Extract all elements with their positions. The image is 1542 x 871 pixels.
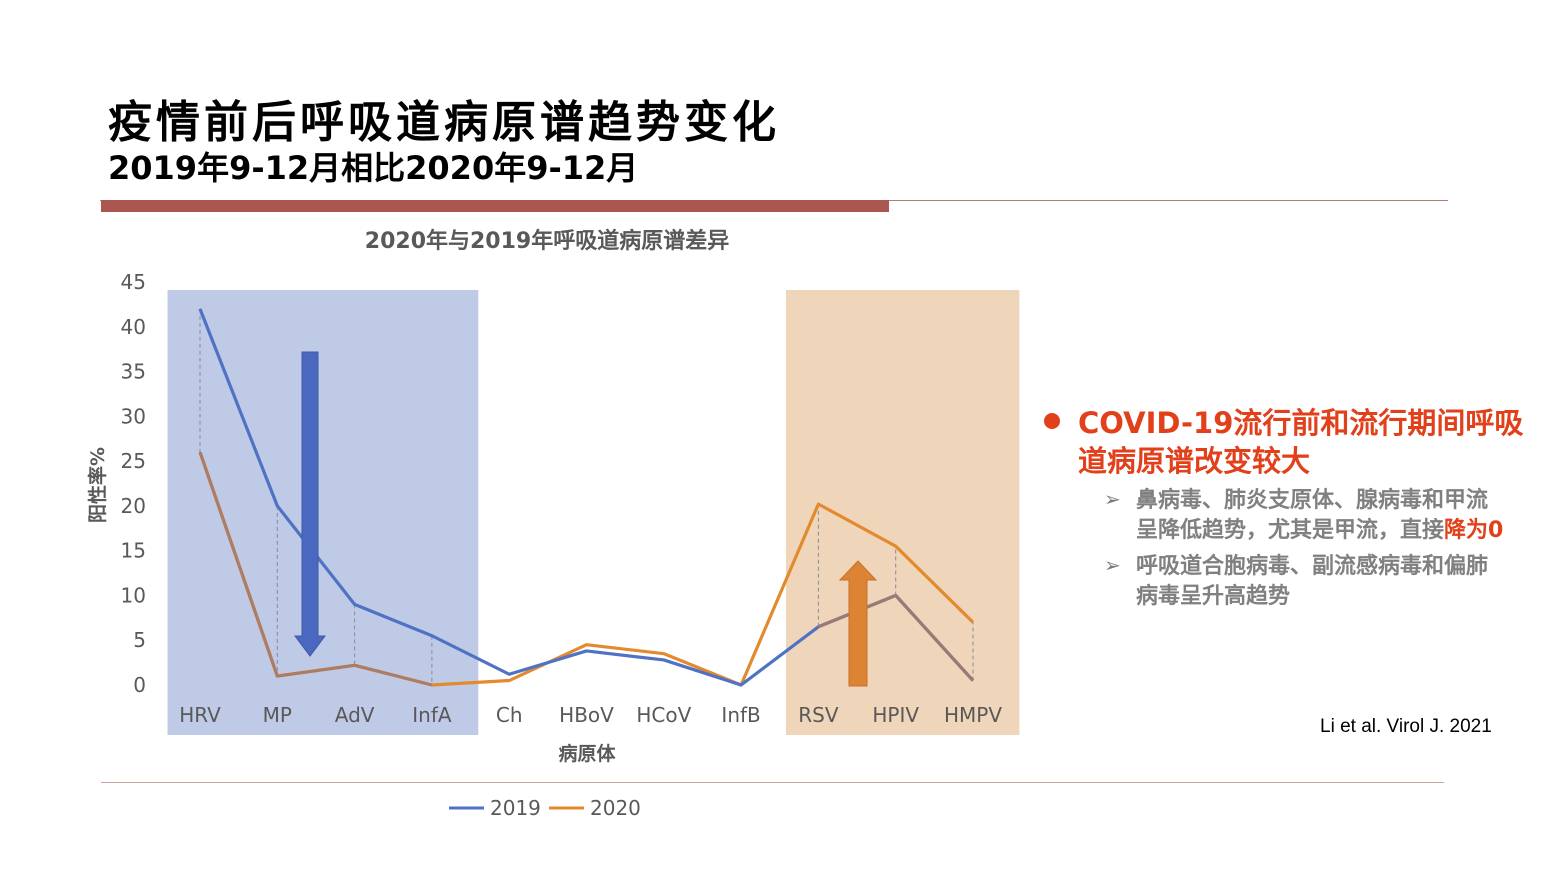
callout-item-decrease: ➢ 鼻病毒、肺炎支原体、腺病毒和甲流呈降低趋势，尤其是甲流，直接降为0 bbox=[1104, 486, 1504, 546]
y-axis-label: 阳性率% bbox=[86, 447, 109, 523]
x-tick-label: RSV bbox=[798, 703, 839, 727]
chart-bottom-rule bbox=[101, 782, 1444, 783]
arrow-bullet-icon: ➢ bbox=[1104, 487, 1121, 511]
y-axis: 0 5 10 15 20 25 30 35 40 45 bbox=[121, 270, 146, 697]
arrow-bullet-icon: ➢ bbox=[1104, 553, 1121, 577]
callout: COVID-19流行前和流行期间呼吸道病原谱改变较大 ➢ 鼻病毒、肺炎支原体、腺… bbox=[1044, 404, 1524, 612]
x-tick-label: Ch bbox=[496, 703, 523, 727]
y-tick-label: 45 bbox=[121, 270, 146, 294]
y-tick-label: 40 bbox=[121, 315, 146, 339]
callout-item-body: 呼吸道合胞病毒、副流感病毒和偏肺病毒呈升高趋势 bbox=[1136, 554, 1488, 609]
y-tick-label: 20 bbox=[121, 494, 146, 518]
callout-item-body: 鼻病毒、肺炎支原体、腺病毒和甲流呈降低趋势，尤其是甲流，直接 bbox=[1136, 488, 1488, 543]
y-tick-label: 10 bbox=[121, 583, 146, 607]
callout-item-text: 呼吸道合胞病毒、副流感病毒和偏肺病毒呈升高趋势 bbox=[1136, 552, 1504, 612]
x-tick-label: HBoV bbox=[559, 703, 614, 727]
y-tick-label: 35 bbox=[121, 360, 146, 384]
callout-main: COVID-19流行前和流行期间呼吸道病原谱改变较大 bbox=[1078, 404, 1528, 480]
citation: Li et al. Virol J. 2021 bbox=[1320, 716, 1492, 738]
x-tick-label: HCoV bbox=[636, 703, 691, 727]
y-tick-label: 15 bbox=[121, 539, 146, 563]
x-tick-label: InfA bbox=[412, 703, 452, 727]
y-tick-label: 30 bbox=[121, 404, 146, 428]
x-axis-label: 病原体 bbox=[558, 742, 616, 765]
x-tick-label: MP bbox=[263, 703, 292, 727]
x-tick-label: HPIV bbox=[872, 703, 919, 727]
bullet-dot-icon bbox=[1044, 413, 1060, 429]
y-tick-label: 5 bbox=[133, 628, 146, 652]
x-tick-label: HMPV bbox=[944, 703, 1002, 727]
legend-label-2019: 2019 bbox=[490, 796, 541, 820]
highlight-bands bbox=[168, 290, 1020, 735]
y-tick-label: 0 bbox=[133, 673, 146, 697]
callout-item-text: 鼻病毒、肺炎支原体、腺病毒和甲流呈降低趋势，尤其是甲流，直接降为0 bbox=[1136, 486, 1504, 546]
x-tick-label: AdV bbox=[335, 703, 375, 727]
callout-item-highlight: 降为0 bbox=[1444, 518, 1503, 543]
x-tick-label: HRV bbox=[179, 703, 221, 727]
chart-title: 2020年与2019年呼吸道病原谱差异 bbox=[365, 228, 729, 254]
x-tick-label: InfB bbox=[721, 703, 760, 727]
legend-label-2020: 2020 bbox=[590, 796, 641, 820]
chart-legend: 2019 2020 bbox=[449, 796, 641, 820]
increase-highlight-band bbox=[786, 290, 1019, 735]
callout-item-increase: ➢ 呼吸道合胞病毒、副流感病毒和偏肺病毒呈升高趋势 bbox=[1104, 552, 1504, 612]
y-tick-label: 25 bbox=[121, 449, 146, 473]
